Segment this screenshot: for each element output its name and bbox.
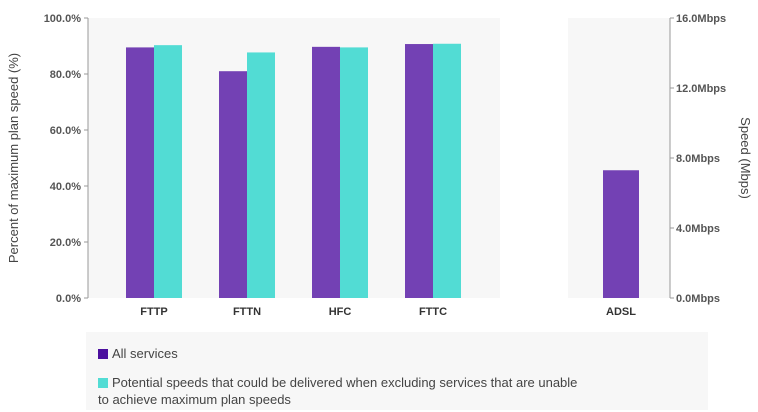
left-y-tick-label: 0.0% xyxy=(56,293,81,305)
left-y-tick-label: 20.0% xyxy=(50,237,81,249)
left-y-tick-label: 40.0% xyxy=(50,181,81,193)
x-tick-label: FTTN xyxy=(233,306,261,318)
bar-fttc-potential xyxy=(433,43,461,299)
left-y-tick-label: 60.0% xyxy=(50,125,81,137)
left-y-axis-title: Percent of maximum plan speed (%) xyxy=(6,53,21,263)
x-tick-label: FTTC xyxy=(419,306,447,318)
right-y-axis-title: Speed (Mbps) xyxy=(738,117,753,199)
bar-hfc-all-services xyxy=(312,46,340,299)
legend-label-all-services: All services xyxy=(112,346,178,361)
legend-label-potential-speeds: Potential speeds that could be delivered… xyxy=(98,375,578,407)
bar-fttn-potential xyxy=(247,52,275,298)
bar-fttp-potential xyxy=(154,45,182,298)
bar-fttc-all-services xyxy=(405,44,433,298)
left-y-tick-label: 80.0% xyxy=(50,69,81,81)
bar-fttn-all-services xyxy=(219,71,247,298)
right-y-tick-label: 4.0Mbps xyxy=(676,223,720,235)
legend-item-potential-speeds: Potential speeds that could be delivered… xyxy=(98,374,588,408)
left-y-tick-label: 100.0% xyxy=(44,13,82,25)
x-tick-label: FTTP xyxy=(140,306,168,318)
legend: All services Potential speeds that could… xyxy=(86,332,708,410)
legend-item-all-services: All services xyxy=(98,345,658,362)
x-tick-label: ADSL xyxy=(606,306,636,318)
legend-swatch-all-services xyxy=(98,349,108,359)
right-y-tick-label: 0.0Mbps xyxy=(676,293,720,305)
bar-fttp-all-services xyxy=(126,47,154,299)
chart: Percent of maximum plan speed (%) Speed … xyxy=(6,13,753,318)
right-y-tick-label: 12.0Mbps xyxy=(676,83,726,95)
bar-adsl-all-services xyxy=(603,170,639,298)
right-y-tick-label: 8.0Mbps xyxy=(676,153,720,165)
bar-hfc-potential xyxy=(340,47,368,299)
legend-swatch-potential-speeds xyxy=(98,378,108,388)
x-tick-label: HFC xyxy=(329,306,352,318)
right-y-tick-label: 16.0Mbps xyxy=(676,13,726,25)
